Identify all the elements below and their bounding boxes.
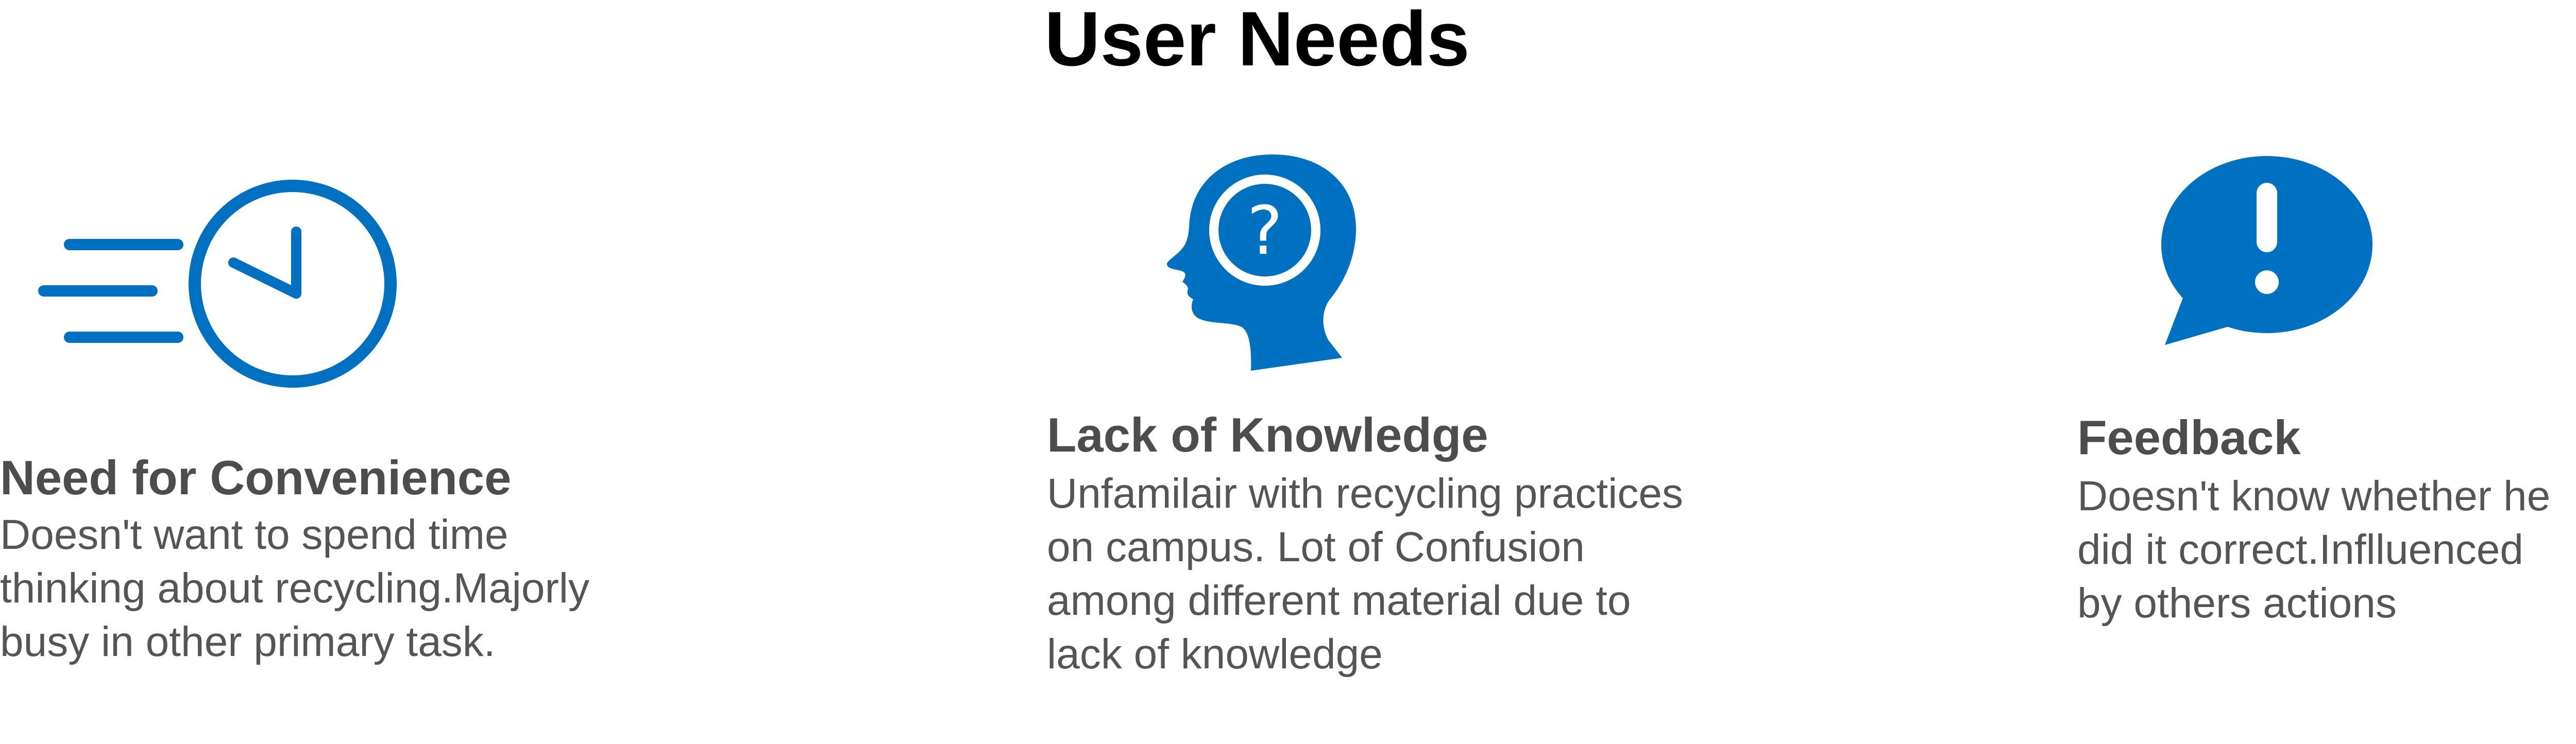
fast-clock-icon [36, 178, 402, 394]
need-description-convenience: Doesn't want to spend time thinking abou… [0, 511, 589, 665]
need-description-feedback: Doesn't know whether he did it correct.I… [2077, 473, 2551, 627]
svg-text:?: ? [1247, 192, 1283, 270]
speech-bubble-exclamation-icon [2159, 149, 2375, 350]
head-question-icon: ? [1164, 152, 1360, 373]
need-title-knowledge: Lack of Knowledge [1047, 408, 1488, 462]
page-title: User Needs [1044, 0, 1470, 82]
need-description-knowledge: Unfamilair with recycling practices on c… [1047, 470, 1683, 678]
need-title-feedback: Feedback [2077, 410, 2301, 464]
need-title-convenience: Need for Convenience [0, 451, 512, 505]
